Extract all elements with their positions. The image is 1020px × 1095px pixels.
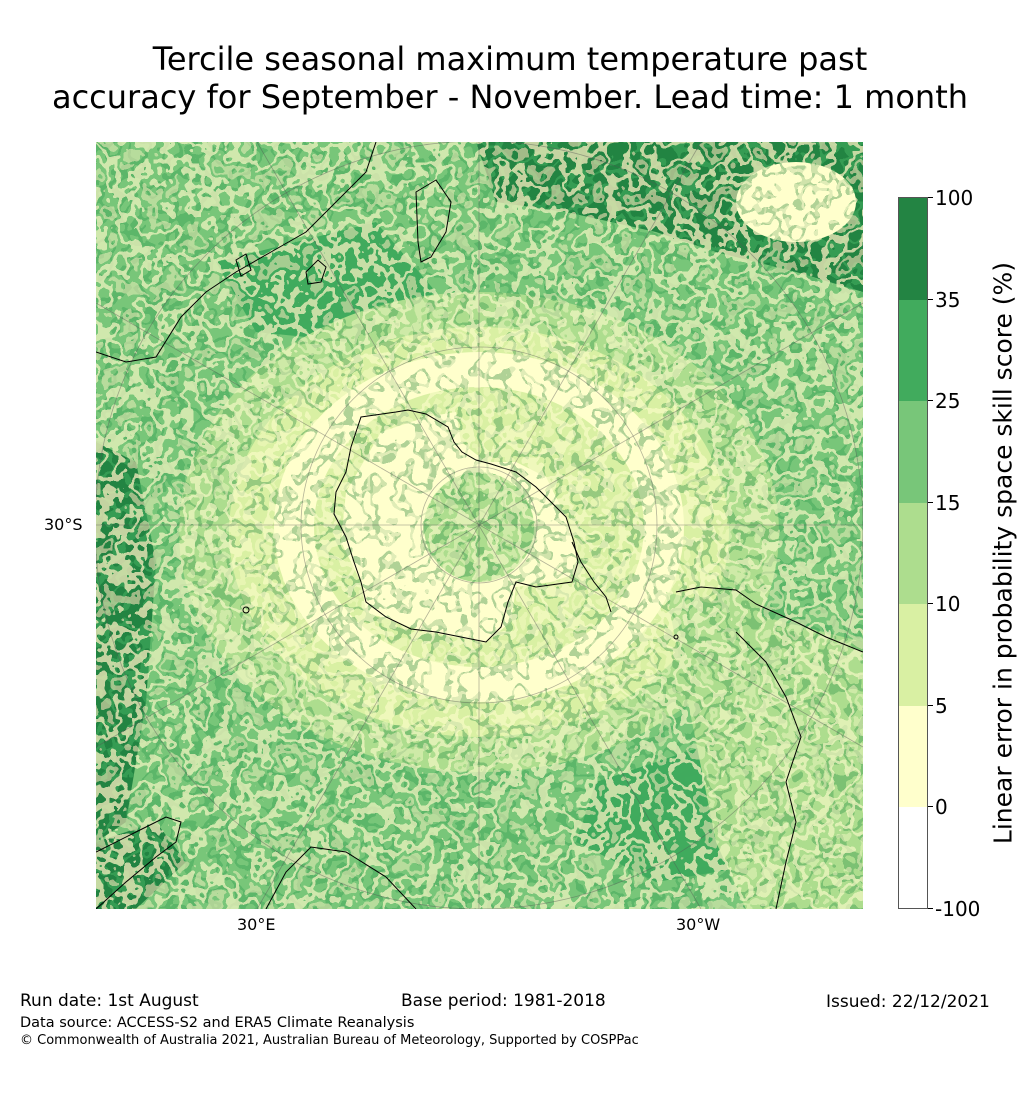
colorbar-tick-label: 0 bbox=[935, 795, 948, 819]
skill-field bbox=[96, 142, 863, 909]
colorbar-segment-15 bbox=[899, 503, 927, 604]
colorbar-segment-35 bbox=[899, 300, 927, 401]
colorbar-tick-label: -100 bbox=[935, 897, 981, 921]
issued-date: Issued: 22/12/2021 bbox=[826, 992, 990, 1012]
run-date: Run date: 1st August bbox=[20, 991, 199, 1011]
coastlines bbox=[96, 142, 863, 909]
colorbar-tick bbox=[928, 603, 933, 604]
colorbar-title: Linear error in probability space skill … bbox=[988, 261, 1018, 845]
colorbar-tick bbox=[928, 908, 933, 909]
graticule bbox=[96, 142, 863, 909]
colorbar-segment-100 bbox=[899, 198, 927, 300]
colorbar-tick-label: 35 bbox=[935, 288, 961, 312]
lon-label-30e: 30°E bbox=[237, 915, 276, 934]
colorbar-tick bbox=[928, 400, 933, 401]
colorbar-tick bbox=[928, 299, 933, 300]
lat-label-30s: 30°S bbox=[44, 515, 83, 534]
data-source: Data source: ACCESS-S2 and ERA5 Climate … bbox=[20, 1015, 415, 1031]
colorbar-tick-label: 100 bbox=[935, 186, 974, 210]
title-line-2: accuracy for September - November. Lead … bbox=[51, 78, 969, 116]
colorbar-segment-25 bbox=[899, 401, 927, 503]
colorbar-tick bbox=[928, 806, 933, 807]
base-period: Base period: 1981-2018 bbox=[401, 991, 606, 1011]
colorbar-tick bbox=[928, 197, 933, 198]
colorbar bbox=[898, 197, 928, 909]
colorbar-tick-label: 25 bbox=[935, 389, 961, 413]
colorbar-tick-label: 5 bbox=[935, 694, 948, 718]
colorbar-tick bbox=[928, 502, 933, 503]
colorbar-segment-10 bbox=[899, 604, 927, 706]
lon-label-30w: 30°W bbox=[676, 915, 721, 934]
skill-score-map bbox=[96, 142, 863, 909]
colorbar-segment-0 bbox=[899, 807, 927, 908]
colorbar-tick-label: 15 bbox=[935, 491, 961, 515]
copyright: © Commonwealth of Australia 2021, Austra… bbox=[20, 1033, 639, 1048]
title-line-1: Tercile seasonal maximum temperature pas… bbox=[152, 40, 868, 78]
colorbar-tick-label: 10 bbox=[935, 592, 961, 616]
colorbar-tick bbox=[928, 705, 933, 706]
map-title: Tercile seasonal maximum temperature pas… bbox=[0, 40, 1020, 116]
colorbar-segment-5 bbox=[899, 706, 927, 807]
